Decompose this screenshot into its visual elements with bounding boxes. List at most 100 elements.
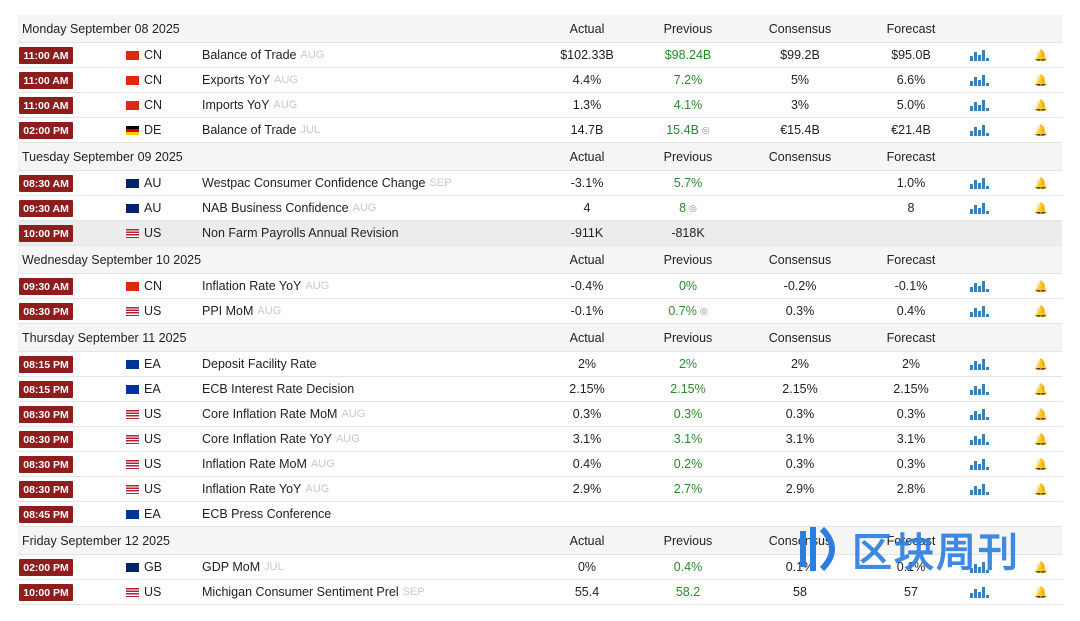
country: US bbox=[144, 482, 162, 496]
bell-icon[interactable]: 🔔 bbox=[1034, 458, 1048, 471]
event-name[interactable]: Westpac Consumer Confidence Change bbox=[202, 176, 426, 190]
consensus-cell: 0.3% bbox=[745, 402, 855, 426]
sparkline-bar bbox=[970, 593, 973, 598]
day-header: Tuesday September 09 2025 Actual Previous C… bbox=[18, 143, 1062, 171]
bell-icon[interactable]: 🔔 bbox=[1034, 483, 1048, 496]
event-cell: Inflation Rate YoY AUG bbox=[202, 274, 329, 298]
forecast-value: 2% bbox=[901, 357, 921, 371]
bell-icon[interactable]: 🔔 bbox=[1034, 561, 1048, 574]
sparkline-bar bbox=[970, 106, 973, 111]
event-name[interactable]: Inflation Rate YoY bbox=[202, 482, 302, 496]
time-badge: 08:30 AM bbox=[19, 175, 73, 192]
event-name[interactable]: Exports YoY bbox=[202, 73, 271, 87]
column-header: Forecast bbox=[886, 252, 936, 267]
time-badge: 02:00 PM bbox=[19, 122, 73, 139]
actual-cell: 0% bbox=[532, 555, 642, 579]
event-name[interactable]: Inflation Rate YoY bbox=[202, 279, 302, 293]
event-cell: PPI MoM AUG bbox=[202, 299, 281, 323]
actual-cell: 14.7B bbox=[532, 118, 642, 142]
sparkline-bar bbox=[982, 75, 985, 86]
sparkline-bar bbox=[974, 589, 977, 598]
event-name[interactable]: Core Inflation Rate YoY bbox=[202, 432, 332, 446]
event-row: 11:00 AM CN Balance of Trade AUG $102.33B $98… bbox=[18, 43, 1062, 68]
forecast-cell: -0.1% bbox=[856, 274, 966, 298]
forecast-value: 0.1% bbox=[896, 560, 926, 574]
event-name[interactable]: Michigan Consumer Sentiment Prel bbox=[202, 585, 399, 599]
bell-icon[interactable]: 🔔 bbox=[1034, 358, 1048, 371]
event-name[interactable]: Non Farm Payrolls Annual Revision bbox=[202, 226, 399, 240]
sparkline-bar bbox=[982, 409, 985, 420]
actual-value: 1.3% bbox=[572, 98, 602, 112]
sparkline-icon[interactable] bbox=[970, 43, 989, 61]
bell-icon[interactable]: 🔔 bbox=[1034, 383, 1048, 396]
actual-value: $102.33B bbox=[560, 48, 614, 62]
sparkline-icon[interactable] bbox=[970, 580, 989, 598]
sparkline-icon[interactable] bbox=[970, 452, 989, 470]
column-header: Actual bbox=[569, 149, 605, 164]
sparkline-icon[interactable] bbox=[970, 402, 989, 420]
sparkline-icon[interactable] bbox=[970, 274, 989, 292]
event-name[interactable]: Inflation Rate MoM bbox=[202, 457, 307, 471]
flag-icon bbox=[126, 204, 139, 213]
country: EA bbox=[144, 507, 161, 521]
sparkline-bar bbox=[974, 386, 977, 395]
bell-icon[interactable]: 🔔 bbox=[1034, 280, 1048, 293]
actual-cell: 1.3% bbox=[532, 93, 642, 117]
bell-icon[interactable]: 🔔 bbox=[1034, 124, 1048, 137]
consensus-value: 2.15% bbox=[782, 382, 818, 396]
sparkline-icon[interactable] bbox=[970, 171, 989, 189]
bell-icon[interactable]: 🔔 bbox=[1034, 49, 1048, 62]
day-header: Wednesday September 10 2025 Actual Previou… bbox=[18, 246, 1062, 274]
event-name[interactable]: GDP MoM bbox=[202, 560, 261, 574]
actual-value: -0.4% bbox=[570, 279, 604, 293]
forecast-value: $95.0B bbox=[891, 48, 931, 62]
bell-icon[interactable]: 🔔 bbox=[1034, 99, 1048, 112]
bell-icon[interactable]: 🔔 bbox=[1034, 177, 1048, 190]
event-name[interactable]: Balance of Trade bbox=[202, 48, 297, 62]
event-name[interactable]: Deposit Facility Rate bbox=[202, 357, 317, 371]
event-name[interactable]: ECB Press Conference bbox=[202, 507, 332, 521]
sparkline-bar bbox=[982, 384, 985, 395]
sparkline-bar bbox=[974, 180, 977, 189]
bell-icon[interactable]: 🔔 bbox=[1034, 433, 1048, 446]
sparkline-icon[interactable] bbox=[970, 68, 989, 86]
sparkline-bar bbox=[986, 467, 989, 470]
bell-icon[interactable]: 🔔 bbox=[1034, 202, 1048, 215]
bell-icon[interactable]: 🔔 bbox=[1034, 305, 1048, 318]
previous-value: 58.2 bbox=[675, 585, 701, 599]
bell-icon[interactable]: 🔔 bbox=[1034, 586, 1048, 599]
event-row: 11:00 AM CN Imports YoY AUG 1.3% 4.1% 3% 5.0% 🔔 bbox=[18, 93, 1062, 118]
actual-value: 0% bbox=[577, 560, 597, 574]
bell-icon[interactable]: 🔔 bbox=[1034, 74, 1048, 87]
event-row: 08:15 PM EA Deposit Facility Rate 2% 2% 2% 2% 🔔 bbox=[18, 352, 1062, 377]
sparkline-icon[interactable] bbox=[970, 377, 989, 395]
revised-icon: ◎ bbox=[701, 124, 710, 135]
event-name[interactable]: ECB Interest Rate Decision bbox=[202, 382, 355, 396]
event-name[interactable]: PPI MoM bbox=[202, 304, 254, 318]
consensus-value: 2.9% bbox=[785, 482, 815, 496]
consensus-value: 5% bbox=[790, 73, 810, 87]
event-period: JUL bbox=[264, 561, 284, 573]
event-period: AUG bbox=[257, 305, 282, 317]
sparkline-icon[interactable] bbox=[970, 93, 989, 111]
actual-value: 4.4% bbox=[572, 73, 602, 87]
previous-cell: 8 ◎ bbox=[633, 196, 743, 220]
sparkline-icon[interactable] bbox=[970, 299, 989, 317]
consensus-cell: 2% bbox=[745, 352, 855, 376]
sparkline-icon[interactable] bbox=[970, 555, 989, 573]
sparkline-icon[interactable] bbox=[970, 118, 989, 136]
previous-cell: 2% bbox=[633, 352, 743, 376]
sparkline-icon[interactable] bbox=[970, 196, 989, 214]
previous-value: 2.15% bbox=[670, 382, 706, 396]
event-name[interactable]: Balance of Trade bbox=[202, 123, 297, 137]
event-name[interactable]: NAB Business Confidence bbox=[202, 201, 349, 215]
sparkline-icon[interactable] bbox=[970, 352, 989, 370]
sparkline-icon[interactable] bbox=[970, 427, 989, 445]
sparkline-bar bbox=[978, 364, 981, 370]
event-name[interactable]: Core Inflation Rate MoM bbox=[202, 407, 338, 421]
sparkline-icon[interactable] bbox=[970, 477, 989, 495]
event-name[interactable]: Imports YoY bbox=[202, 98, 270, 112]
bell-icon[interactable]: 🔔 bbox=[1034, 408, 1048, 421]
sparkline-bar bbox=[982, 50, 985, 61]
sparkline-bar bbox=[982, 178, 985, 189]
